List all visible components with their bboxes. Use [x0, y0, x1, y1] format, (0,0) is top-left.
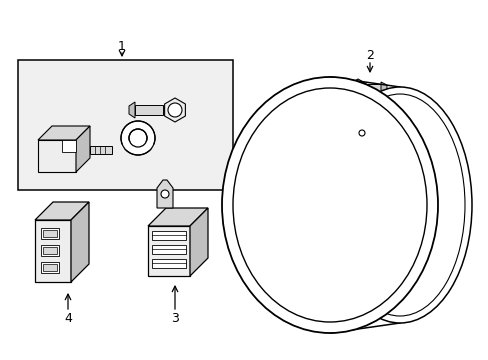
Polygon shape [62, 140, 76, 152]
Polygon shape [35, 202, 89, 220]
Polygon shape [135, 105, 163, 115]
Polygon shape [43, 264, 57, 271]
Text: 4: 4 [64, 311, 72, 324]
Polygon shape [38, 126, 90, 140]
Ellipse shape [352, 83, 362, 93]
Polygon shape [71, 202, 89, 282]
Polygon shape [43, 230, 57, 237]
Ellipse shape [129, 129, 147, 147]
Polygon shape [366, 84, 380, 92]
Polygon shape [129, 102, 135, 118]
Text: 2: 2 [366, 49, 373, 62]
Polygon shape [152, 259, 185, 268]
Ellipse shape [161, 190, 169, 198]
Ellipse shape [327, 87, 471, 323]
Polygon shape [90, 146, 112, 154]
Polygon shape [164, 98, 185, 122]
Ellipse shape [232, 88, 426, 322]
Polygon shape [41, 262, 59, 273]
Polygon shape [152, 231, 185, 240]
Polygon shape [35, 220, 71, 282]
Ellipse shape [121, 141, 155, 151]
Ellipse shape [121, 121, 155, 155]
Polygon shape [41, 228, 59, 239]
Polygon shape [41, 245, 59, 256]
Polygon shape [148, 226, 190, 276]
Polygon shape [380, 82, 386, 94]
Ellipse shape [168, 103, 182, 117]
Polygon shape [157, 180, 173, 208]
Ellipse shape [334, 94, 464, 316]
Ellipse shape [222, 77, 437, 333]
Polygon shape [190, 208, 207, 276]
Polygon shape [43, 247, 57, 254]
Polygon shape [38, 140, 76, 172]
Ellipse shape [121, 141, 155, 151]
Text: 1: 1 [118, 40, 126, 53]
Polygon shape [152, 245, 185, 254]
Polygon shape [349, 79, 365, 97]
Ellipse shape [358, 130, 364, 136]
Polygon shape [76, 126, 90, 172]
Text: 3: 3 [171, 311, 179, 324]
Bar [18, 60, 232, 190]
Polygon shape [148, 208, 207, 226]
